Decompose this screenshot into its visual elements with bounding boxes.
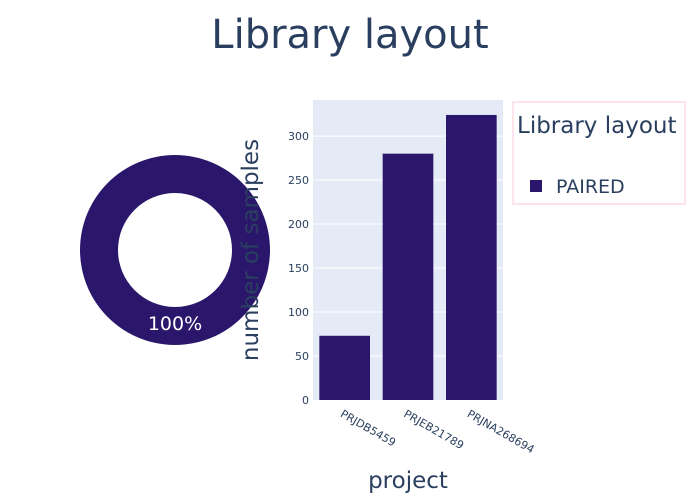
y-tick-label: 200 — [288, 218, 309, 231]
y-tick-label: 150 — [288, 262, 309, 275]
bar-prjeb21789 — [382, 153, 434, 400]
pie-slice-label: 100% — [148, 313, 202, 335]
x-tick-label: PRJNA268694 — [465, 407, 537, 456]
legend-swatch — [530, 180, 542, 192]
x-tick-label: PRJEB21789 — [402, 407, 467, 452]
y-tick-label: 0 — [302, 394, 309, 407]
x-tick-label: PRJDB5459 — [338, 407, 398, 449]
y-tick-label: 300 — [288, 130, 309, 143]
pie-slice-paired — [80, 155, 270, 345]
y-tick-label: 250 — [288, 174, 309, 187]
chart-title: Library layout — [211, 12, 489, 58]
y-axis-title: number of samples — [238, 139, 264, 361]
bar-prjdb5459 — [319, 335, 370, 400]
legend-title: Library layout — [517, 113, 677, 139]
legend-label: PAIRED — [556, 176, 625, 198]
bar-prjna268694 — [446, 114, 497, 401]
bar-chart: 0 50 100 150 200 250 300 PRJDB5459 PRJEB21789PRJ… — [238, 100, 537, 494]
y-tick-label: 50 — [295, 350, 309, 363]
x-axis-title: project — [368, 468, 448, 494]
donut-chart: 100% — [80, 155, 270, 345]
legend: Library layout PAIRED — [512, 101, 686, 205]
y-tick-label: 100 — [288, 306, 309, 319]
